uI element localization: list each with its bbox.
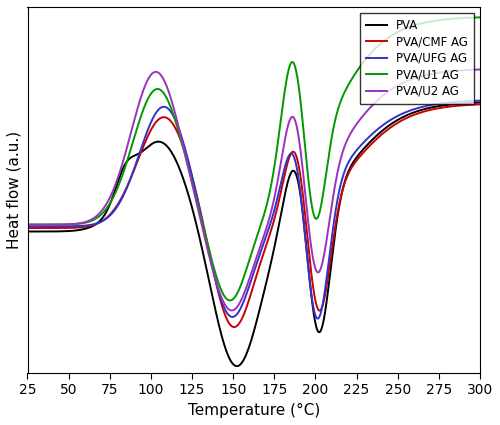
- PVA/U1 AG: [24, 222, 30, 227]
- PVA: [468, 100, 474, 105]
- PVA/CMF AG: [231, 325, 237, 330]
- PVA/CMF AG: [76, 225, 82, 230]
- PVA/U2 AG: [103, 202, 109, 207]
- Legend: PVA, PVA/CMF AG, PVA/UFG AG, PVA/U1 AG, PVA/U2 AG: PVA, PVA/CMF AG, PVA/UFG AG, PVA/U1 AG, …: [360, 13, 474, 104]
- PVA/U2 AG: [420, 74, 426, 79]
- PVA/U1 AG: [218, 286, 224, 291]
- PVA/UFG AG: [24, 224, 30, 229]
- PVA: [76, 227, 82, 232]
- PVA/U1 AG: [76, 221, 82, 226]
- Line: PVA: PVA: [28, 102, 480, 366]
- PVA/U1 AG: [103, 207, 109, 212]
- PVA/U2 AG: [218, 292, 224, 298]
- PVA/UFG AG: [76, 224, 82, 229]
- PVA/U1 AG: [198, 215, 204, 220]
- PVA/U1 AG: [477, 15, 483, 20]
- PVA: [24, 229, 30, 234]
- PVA/CMF AG: [24, 226, 30, 231]
- PVA/CMF AG: [103, 216, 109, 221]
- PVA/UFG AG: [314, 316, 320, 321]
- PVA/UFG AG: [468, 99, 474, 104]
- PVA/UFG AG: [420, 104, 426, 109]
- PVA/CMF AG: [198, 211, 204, 216]
- PVA/UFG AG: [477, 98, 483, 103]
- PVA/U1 AG: [227, 298, 233, 303]
- PVA: [234, 363, 240, 368]
- PVA/U1 AG: [420, 20, 426, 26]
- PVA/U1 AG: [468, 15, 474, 20]
- Line: PVA/CMF AG: PVA/CMF AG: [28, 105, 480, 327]
- PVA: [103, 210, 109, 215]
- PVA: [477, 100, 483, 105]
- PVA: [218, 329, 224, 334]
- PVA/U2 AG: [24, 222, 30, 227]
- PVA/U2 AG: [198, 220, 204, 225]
- PVA: [420, 107, 426, 112]
- Line: PVA/U2 AG: PVA/U2 AG: [28, 69, 480, 310]
- PVA/U2 AG: [468, 67, 474, 72]
- X-axis label: Temperature (°C): Temperature (°C): [188, 403, 320, 418]
- PVA/UFG AG: [218, 296, 224, 301]
- PVA/UFG AG: [103, 216, 109, 221]
- Line: PVA/UFG AG: PVA/UFG AG: [28, 101, 480, 319]
- Y-axis label: Heat flow (a.u.): Heat flow (a.u.): [7, 131, 22, 249]
- PVA/UFG AG: [198, 213, 204, 218]
- PVA/CMF AG: [468, 102, 474, 108]
- PVA/CMF AG: [477, 102, 483, 107]
- PVA/U2 AG: [229, 308, 235, 313]
- PVA/CMF AG: [218, 298, 224, 303]
- PVA/CMF AG: [420, 109, 426, 114]
- PVA: [198, 241, 204, 246]
- PVA/U2 AG: [477, 67, 483, 72]
- PVA/U2 AG: [76, 221, 82, 226]
- Line: PVA/U1 AG: PVA/U1 AG: [28, 17, 480, 300]
